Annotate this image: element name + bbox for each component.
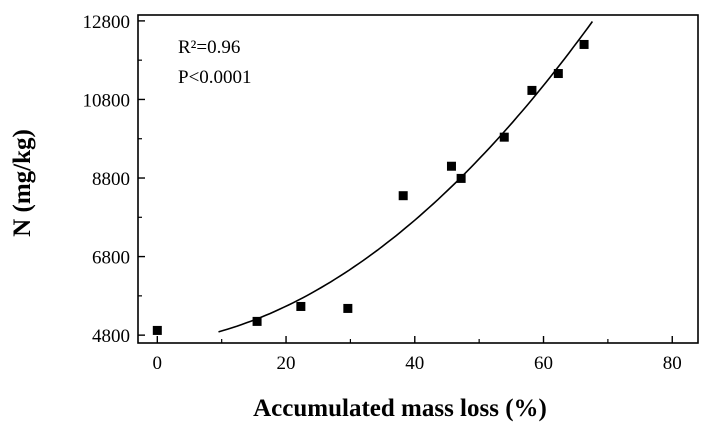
data-point — [553, 69, 563, 79]
plot-frame — [137, 14, 699, 344]
data-point — [527, 85, 537, 95]
data-point — [343, 303, 353, 313]
fit-curve-layer — [218, 21, 594, 333]
p-value-annotation: P<0.0001 — [178, 67, 252, 88]
data-point — [579, 39, 589, 49]
x-tick-label: 20 — [277, 353, 296, 374]
x-axis: 0 20 40 60 80 — [153, 336, 682, 374]
y-tick-label: 4800 — [92, 326, 130, 347]
y-tick-label: 12800 — [83, 12, 131, 33]
fit-curve — [218, 21, 594, 333]
data-point — [456, 173, 466, 183]
x-tick-label: 80 — [663, 353, 682, 374]
x-tick-label: 60 — [534, 353, 553, 374]
y-tick-label: 8800 — [92, 169, 130, 190]
data-point — [152, 325, 162, 335]
data-point — [499, 132, 509, 142]
data-point — [296, 301, 306, 311]
x-tick-label: 0 — [153, 353, 163, 374]
data-points-layer — [152, 39, 589, 335]
x-axis-title: Accumulated mass loss (%) — [253, 395, 547, 422]
data-point — [398, 191, 408, 201]
y-axis: 4800 6800 8800 10800 12800 — [83, 12, 145, 347]
y-axis-title: N (mg/kg) — [9, 129, 36, 237]
y-tick-label: 6800 — [92, 248, 130, 269]
data-point — [446, 161, 456, 171]
r-squared-annotation: R²=0.96 — [178, 37, 240, 58]
data-point — [252, 316, 262, 326]
y-tick-label: 10800 — [83, 90, 131, 111]
x-tick-label: 40 — [405, 353, 424, 374]
